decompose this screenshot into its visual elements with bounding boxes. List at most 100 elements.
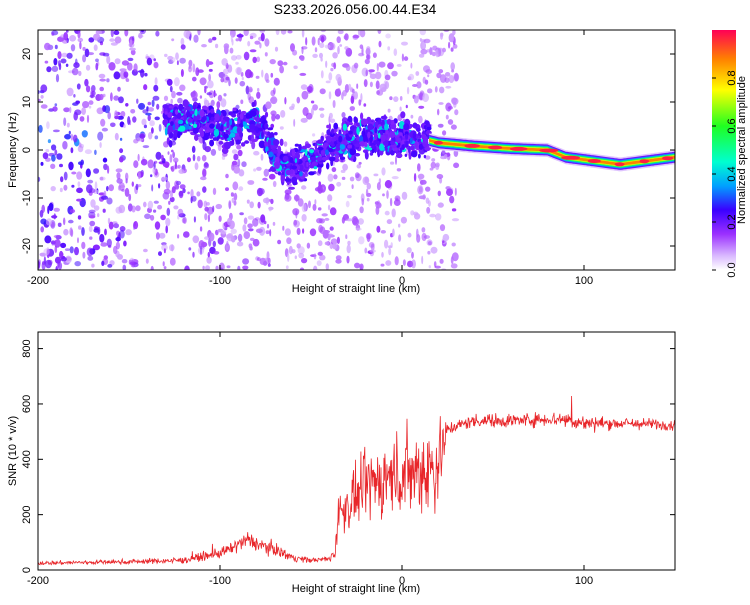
spectral-blob [384,180,392,189]
spectral-blob [75,100,80,104]
spectral-blob [362,176,370,185]
spectral-blob [88,105,92,109]
spectral-blob [161,244,168,251]
spectral-blob [405,104,408,109]
spectral-blob [125,229,132,236]
spectral-blob [446,188,453,196]
ridge-blob [423,154,427,159]
spectral-blob [406,86,410,95]
spectral-blob [444,72,451,77]
ridge-blob [244,140,250,144]
spectral-blob [202,168,207,178]
spectral-blob [235,61,239,65]
ridge-blob [192,104,197,110]
spectral-blob [274,46,279,52]
ridge-blob [202,134,210,141]
ridge-blob [162,119,169,126]
spectral-blob [177,208,184,217]
spectral-blob [48,202,54,212]
spectral-blob [361,198,365,206]
spectral-blob [188,65,193,73]
ridge-blob [390,140,396,145]
ridge-blob [267,127,274,131]
spectral-blob [59,250,64,259]
ridge-blob [306,161,309,168]
spectral-blob [270,110,277,116]
spectral-blob [169,196,175,203]
ridge-blob [294,158,298,164]
spectral-blob [87,179,94,184]
spectral-blob [227,64,233,73]
spectral-blob [116,172,121,180]
spectral-blob [47,139,52,144]
spectral-blob [102,157,108,163]
ridge-blob [192,127,199,134]
spectral-blob [162,261,165,267]
spectral-blob [188,247,192,251]
spectral-blob [265,230,270,235]
spectral-blob [42,152,49,160]
spectral-blob [319,52,323,59]
spectral-blob [151,127,154,134]
spectral-blob [171,38,175,42]
ridge-blob [210,108,215,114]
spectral-blob [416,234,421,243]
ridge-blob [272,139,280,146]
spectral-blob [225,76,230,81]
spectral-blob [269,59,276,65]
spectral-blob [413,173,417,182]
ridge-blob [364,141,368,148]
spectral-blob [154,135,159,140]
y-tick-label: 800 [21,339,33,357]
spectral-blob [422,93,429,103]
spectral-blob [233,192,238,201]
spectral-blob [175,180,182,186]
spectral-blob [243,231,251,240]
spectral-blob [38,98,41,102]
spectral-blob [163,266,167,270]
spectral-blob [355,227,362,231]
spectral-blob [378,40,382,48]
spectral-blob [169,85,173,93]
spectral-blob [86,114,90,123]
spectral-blob [191,145,196,153]
ridge-blob [328,156,336,162]
spectral-blob [62,217,66,226]
spectral-blob [99,233,105,243]
spectral-blob [437,190,441,197]
ridge-blob [347,144,351,149]
spectral-blob [387,46,391,51]
spectral-blob [332,243,338,250]
spectral-blob [445,85,452,89]
spectral-blob [335,255,342,261]
colorbar-tick-label: 0.4 [726,166,738,181]
ridge-blob [361,118,368,126]
ridge-blob [183,114,187,121]
ridge-blob [261,131,264,139]
ridge-blob [335,143,341,151]
ridge-blob [328,123,332,131]
spectral-blob [66,52,73,59]
spectral-blob [151,99,155,108]
spectral-blob [138,102,146,110]
spectral-blob [183,30,191,39]
spectral-blob [359,30,366,38]
spectral-blob [44,42,51,51]
spectral-blob [71,184,75,188]
spectral-blob [101,260,105,266]
spectral-blob [204,206,209,212]
spectral-blob [73,94,76,98]
ridge-blob [424,136,429,145]
spectral-blob [165,225,168,234]
ridge-blob [353,116,357,123]
spectral-blob [336,236,340,244]
spectral-blob [144,213,151,220]
spectral-blob [280,30,287,35]
ridge-blob [220,124,224,132]
ridge-blob [222,126,227,130]
ridge-blob [317,140,324,144]
spectral-blob [93,33,101,41]
spectral-blob [301,185,307,190]
spectral-blob [242,224,247,232]
spectral-blob [330,67,334,72]
